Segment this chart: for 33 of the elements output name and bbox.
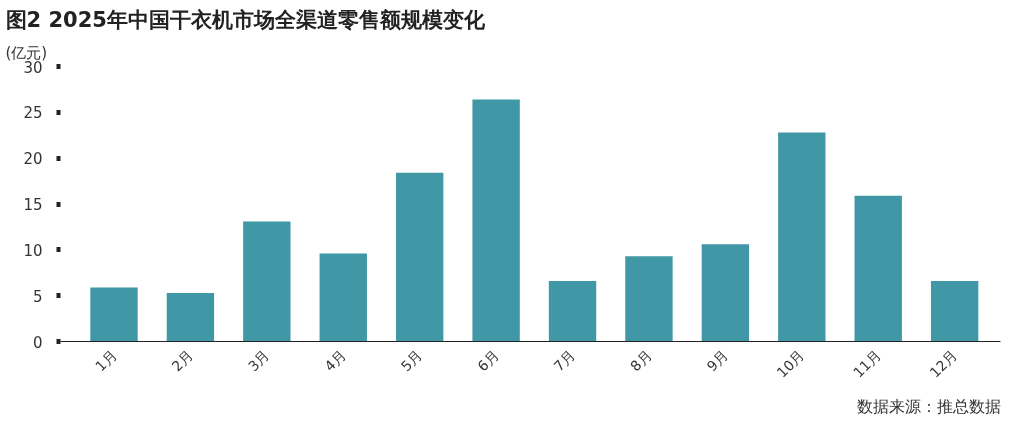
x-tick-label: 2月 (168, 346, 197, 375)
x-tick-label: 9月 (703, 346, 732, 375)
bar (701, 244, 750, 342)
bar (319, 253, 367, 342)
x-tick-label: 1月 (92, 346, 120, 375)
x-tick-label: 6月 (474, 346, 502, 375)
bar (166, 292, 215, 342)
source-note: 数据来源：推总数据 (856, 396, 1001, 416)
x-tick-label: 4月 (321, 346, 349, 375)
bar (243, 221, 291, 342)
bar (625, 256, 673, 342)
bar (396, 172, 444, 342)
bar (548, 281, 597, 342)
x-tick-label: 11月 (850, 346, 884, 381)
bar (778, 132, 826, 342)
x-tick-label: 12月 (926, 346, 961, 381)
bar (930, 281, 979, 342)
y-tick-label: 5 (32, 287, 43, 306)
chart-title: 图2 2025年中国干衣机市场全渠道零售额规模变化 (5, 7, 486, 32)
y-tick-label: 10 (23, 241, 43, 260)
y-tick-label: 25 (23, 104, 43, 123)
y-tick-label: 15 (23, 196, 43, 214)
y-tick-label: 20 (23, 150, 43, 169)
bar (854, 195, 902, 342)
x-tick-label: 3月 (244, 346, 273, 375)
x-tick-label: 10月 (773, 346, 808, 381)
y-tick-label: 0 (32, 333, 43, 352)
y-axis-title: (亿元) (5, 43, 48, 62)
x-tick-label: 5月 (397, 346, 426, 375)
bar (90, 287, 138, 342)
bar (472, 99, 520, 342)
x-tick-label: 7月 (550, 346, 579, 375)
x-tick-label: 8月 (627, 346, 655, 375)
